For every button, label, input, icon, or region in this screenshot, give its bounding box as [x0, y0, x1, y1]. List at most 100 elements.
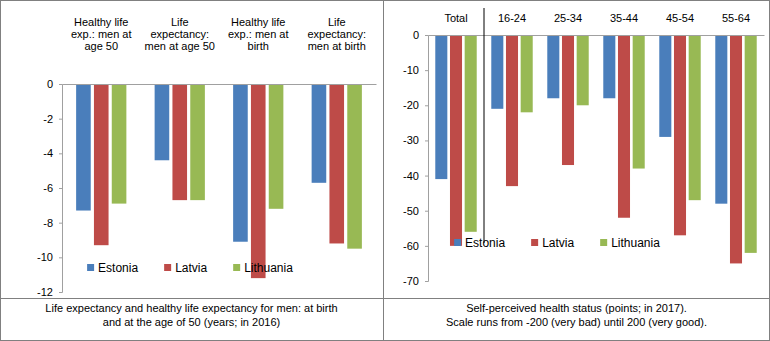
- axis-line: [59, 85, 63, 293]
- tick: -6: [43, 182, 62, 194]
- tick: 35-44: [610, 12, 638, 35]
- tick-label: -30: [403, 134, 419, 146]
- category-label-line: birth: [248, 40, 269, 52]
- legend-item: Lithuania: [233, 261, 293, 275]
- tick-mark: [425, 246, 428, 247]
- tick-label: -10: [37, 251, 53, 263]
- axis-line: [63, 84, 377, 85]
- chart: 0-2-4-6-8-10-12Healthy lifeexp.: men ata…: [37, 16, 376, 328]
- category-label-line: 45-54: [666, 12, 694, 24]
- category-label-line: Life: [171, 16, 189, 28]
- caption: Life expectancy and healthy life expecta…: [45, 302, 337, 314]
- tick-mark: [59, 292, 62, 293]
- category-label-line: Life: [328, 16, 346, 28]
- category-label: Lifeexpectancy:men at age 50: [145, 16, 215, 52]
- tick: 25-34: [554, 12, 582, 35]
- category-label: 35-44: [610, 12, 638, 24]
- bar: [112, 84, 127, 204]
- category-label-line: expectancy:: [307, 28, 366, 40]
- tick-label: -40: [403, 170, 419, 182]
- axis-line: [425, 36, 429, 282]
- tick-mark: [59, 223, 62, 224]
- legend-label: Estonia: [98, 261, 138, 275]
- bar: [603, 35, 615, 98]
- tick-label: -4: [43, 147, 53, 159]
- tick-label: -70: [403, 275, 419, 287]
- bar: [435, 35, 447, 179]
- bar: [577, 35, 589, 105]
- tick: -8: [43, 217, 62, 229]
- bar: [312, 84, 327, 183]
- caption: Self-perceived health status (points; in…: [466, 302, 687, 314]
- divider: [383, 0, 384, 341]
- category-label-line: Total: [444, 12, 467, 24]
- divider: [0, 298, 770, 299]
- tick: -2: [43, 113, 62, 125]
- bar: [190, 84, 205, 200]
- tick: Total: [444, 12, 467, 35]
- bar: [251, 84, 266, 278]
- legend-swatch: [87, 264, 94, 271]
- legend-item: Estonia: [87, 261, 138, 275]
- tick: -70: [403, 275, 428, 287]
- legend-item: Latvia: [531, 236, 574, 250]
- category-label-line: men at age 50: [145, 40, 215, 52]
- category-label-line: 25-34: [554, 12, 582, 24]
- category-label-line: Healthy life: [74, 16, 128, 28]
- bar: [674, 35, 686, 235]
- bar: [491, 35, 503, 109]
- category-label: Total: [444, 12, 467, 24]
- tick: -4: [43, 147, 62, 159]
- bar: [521, 35, 533, 112]
- y-axis: 0-10-20-30-40-50-60-70: [403, 29, 428, 287]
- legend-label: Lithuania: [611, 236, 660, 250]
- tick-mark: [425, 105, 428, 106]
- legend-swatch: [164, 264, 171, 271]
- legend-label: Latvia: [542, 236, 574, 250]
- tick-mark: [59, 257, 62, 258]
- axis-line: [429, 35, 765, 36]
- bar: [659, 35, 671, 137]
- bar: [269, 84, 284, 209]
- tick: -60: [403, 240, 428, 252]
- category-label-line: men at birth: [308, 40, 366, 52]
- tick-label: -8: [43, 217, 53, 229]
- bar: [155, 84, 170, 160]
- legend-swatch: [233, 264, 240, 271]
- tick-mark: [425, 35, 428, 36]
- tick-mark: [59, 84, 62, 85]
- bar: [745, 35, 757, 253]
- category-label-line: Healthy life: [231, 16, 285, 28]
- bar: [465, 35, 477, 232]
- category-label: Lifeexpectancy:men at birth: [307, 16, 366, 52]
- tick: 0: [413, 29, 428, 41]
- bar: [689, 35, 701, 200]
- category-label-line: exp.: men at: [228, 28, 289, 40]
- tick-label: -20: [403, 99, 419, 111]
- category-label-line: 16-24: [498, 12, 526, 24]
- tick-label: -2: [43, 113, 53, 125]
- legend: Estonia Latvia Lithuania: [454, 236, 660, 250]
- bar: [172, 84, 187, 200]
- tick: Healthy lifeexp.: men atage 50: [71, 16, 132, 84]
- legend-swatch: [454, 239, 461, 246]
- category-label: 45-54: [666, 12, 694, 24]
- legend-item: Estonia: [454, 236, 505, 250]
- bar: [347, 84, 362, 249]
- bar: [506, 35, 518, 186]
- category-label-line: expectancy:: [150, 28, 209, 40]
- category-label-line: 35-44: [610, 12, 638, 24]
- legend-item: Latvia: [164, 261, 207, 275]
- tick-mark: [425, 140, 428, 141]
- tick: Healthy lifeexp.: men atbirth: [228, 16, 289, 84]
- bar: [547, 35, 559, 98]
- bar: [730, 35, 742, 263]
- legend-swatch: [600, 239, 607, 246]
- tick-label: -6: [43, 182, 53, 194]
- figure: 0 -2 -4 -6 -8 -10 -12 Healthy lifeexp.: men ata…: [0, 0, 770, 341]
- legend: Estonia Latvia Lithuania: [87, 261, 293, 275]
- category-label-line: exp.: men at: [71, 28, 132, 40]
- tick: -12: [37, 286, 62, 298]
- tick: -20: [403, 99, 428, 111]
- category-label: 55-64: [722, 12, 750, 24]
